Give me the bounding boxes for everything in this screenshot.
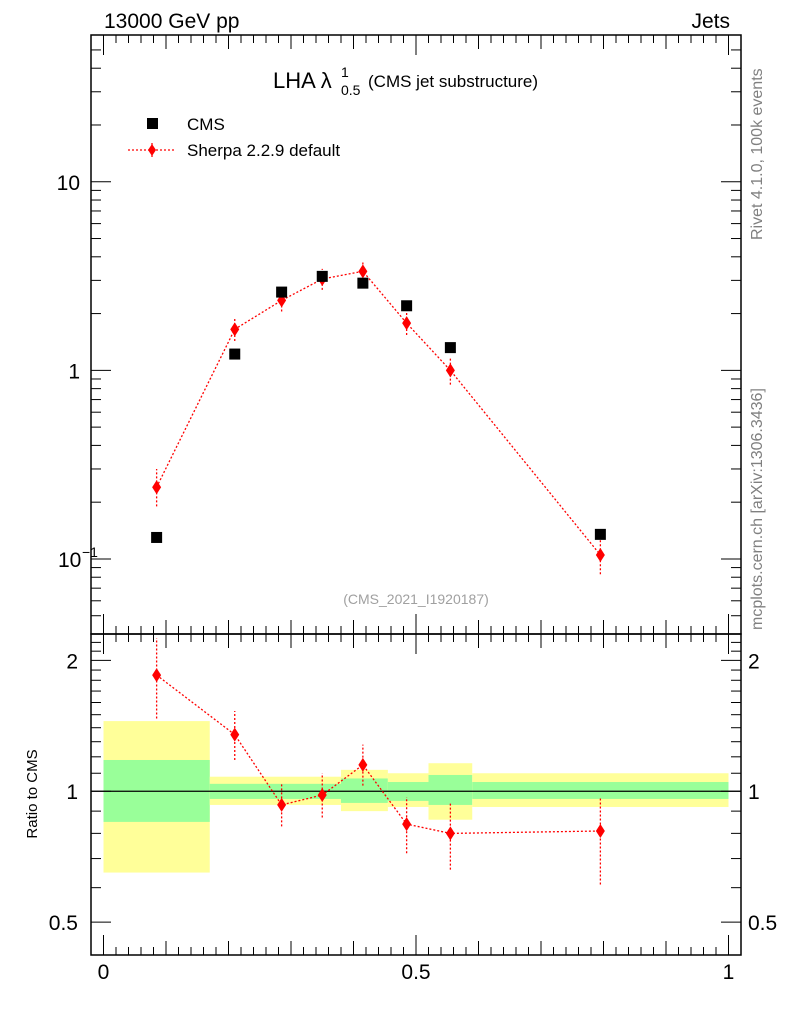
ratio-mc-line bbox=[156, 674, 601, 835]
data-point bbox=[444, 342, 456, 354]
main-axis-ticks bbox=[91, 34, 741, 635]
ratio-mc-points bbox=[152, 668, 605, 841]
ratio-y-tick-label-right: 0.5 bbox=[748, 912, 777, 935]
x-tick-label: 1 bbox=[723, 961, 735, 984]
ratio-y-axis-label: Ratio to CMS bbox=[24, 749, 41, 838]
legend-data-label: CMS bbox=[187, 115, 225, 134]
ratio-band-inner bbox=[472, 782, 729, 799]
data-point bbox=[357, 277, 369, 289]
main-y-tick-label: 10 bbox=[58, 549, 81, 572]
data-point bbox=[401, 300, 413, 312]
data-point bbox=[151, 531, 163, 543]
ratio-y-tick-label-left: 2 bbox=[66, 650, 78, 673]
legend: CMS Sherpa 2.2.9 default bbox=[128, 115, 340, 160]
side-label-rivet: Rivet 4.1.0, 100k events bbox=[749, 68, 766, 240]
mc-error-bars bbox=[155, 262, 602, 575]
mc-point bbox=[230, 322, 240, 337]
legend-data-marker bbox=[147, 118, 158, 129]
data-point bbox=[594, 528, 606, 540]
side-label-mcplots: mcplots.cern.ch [arXiv:1306.3436] bbox=[749, 388, 766, 630]
mc-line bbox=[156, 270, 601, 556]
x-tick-labels: 0 0.5 1 bbox=[98, 961, 735, 984]
ratio-point bbox=[152, 668, 162, 683]
ratio-uncertainty-bands bbox=[103, 721, 729, 873]
title-main: LHA λ bbox=[273, 68, 332, 93]
ratio-point bbox=[445, 826, 455, 841]
mc-point bbox=[402, 316, 412, 331]
data-point bbox=[316, 270, 328, 282]
main-y-tick-label: 1 bbox=[68, 360, 80, 383]
ratio-point bbox=[358, 757, 368, 772]
ratio-axis-ticks bbox=[91, 634, 741, 955]
mc-point bbox=[595, 547, 605, 562]
header-right: Jets bbox=[691, 10, 730, 33]
chart-title: LHA λ bbox=[273, 68, 332, 93]
ratio-y-tick-labels: 0.5 0.5 1 1 2 2 bbox=[49, 650, 777, 935]
ratio-band-inner bbox=[428, 774, 473, 805]
ratio-point bbox=[402, 817, 412, 832]
x-tick-label: 0.5 bbox=[401, 961, 430, 984]
mc-point bbox=[358, 264, 368, 279]
header-left: 13000 GeV pp bbox=[104, 10, 239, 33]
main-y-tick-label: 10 bbox=[57, 172, 80, 195]
data-point bbox=[229, 348, 241, 360]
ratio-point bbox=[277, 797, 287, 812]
ratio-y-tick-label-right: 2 bbox=[748, 650, 760, 673]
title-suffix: (CMS jet substructure) bbox=[368, 72, 538, 91]
legend-mc-marker bbox=[148, 144, 156, 156]
analysis-id: (CMS_2021_I1920187) bbox=[343, 591, 489, 607]
ratio-panel: 0.5 0.51 12 2 0 0.5 1 Ratio to CMS bbox=[24, 633, 777, 984]
x-tick-label: 0 bbox=[98, 961, 110, 984]
data-points bbox=[151, 270, 606, 543]
ratio-point bbox=[317, 788, 327, 803]
ratio-error-bars bbox=[155, 638, 602, 885]
title-superscript: 1 bbox=[341, 64, 349, 80]
mc-point bbox=[445, 363, 455, 378]
mc-point bbox=[152, 480, 162, 495]
ratio-point bbox=[595, 824, 605, 839]
main-y-tick-label-exponent: −1 bbox=[82, 544, 98, 560]
ratio-frame bbox=[90, 633, 742, 956]
legend-mc-label: Sherpa 2.2.9 default bbox=[187, 141, 340, 160]
ratio-point bbox=[230, 727, 240, 742]
data-point bbox=[276, 286, 288, 298]
title-subscript: 0.5 bbox=[341, 82, 361, 98]
ratio-y-tick-label-right: 1 bbox=[748, 781, 760, 804]
mc-points bbox=[152, 264, 605, 562]
ratio-y-tick-label-left: 0.5 bbox=[49, 912, 78, 935]
ratio-y-tick-label-left: 1 bbox=[66, 781, 78, 804]
